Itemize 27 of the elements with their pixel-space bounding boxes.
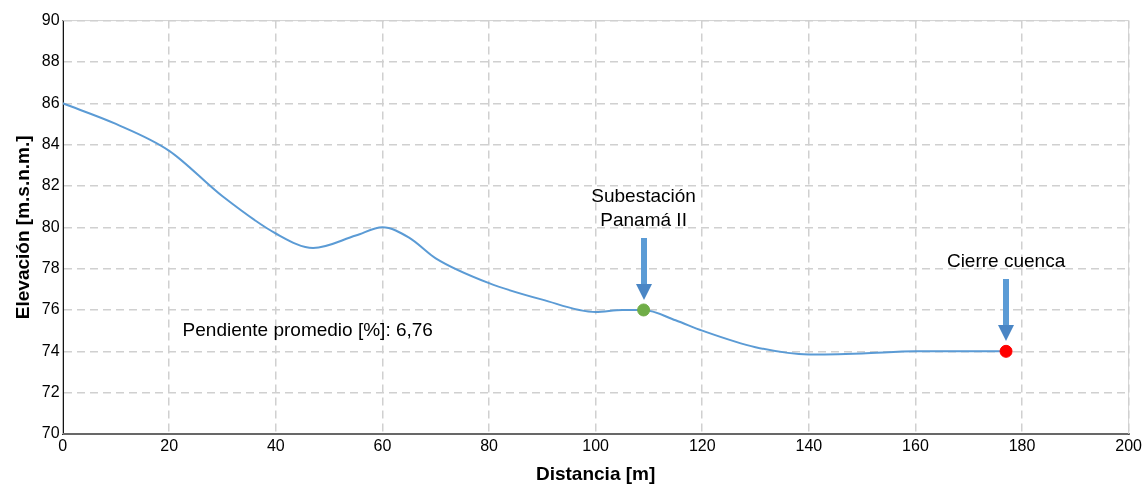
x-tick-label: 160: [902, 437, 929, 455]
x-tick-label: 0: [58, 437, 68, 455]
x-tick-label: 60: [373, 437, 392, 455]
annotation: Pendiente promedio [%]: 6,76: [182, 318, 433, 340]
y-tick-label: 74: [41, 341, 60, 359]
x-tick-label: 20: [160, 437, 179, 455]
y-tick-label: 84: [41, 135, 60, 153]
x-tick-label: 40: [266, 437, 285, 455]
x-tick-label: 180: [1008, 437, 1036, 455]
y-tick-label: 80: [41, 217, 60, 235]
y-tick-label: 76: [41, 300, 60, 318]
x-tick-label: 80: [480, 437, 499, 455]
annotation: Subestación Panamá II: [591, 184, 696, 230]
x-axis-title: Distancia [m]: [535, 462, 656, 484]
y-axis-title: Elevación [m.s.n.m.]: [11, 135, 33, 320]
y-tick-label: 86: [41, 93, 60, 111]
y-tick-label: 70: [41, 424, 60, 442]
y-tick-label: 88: [41, 52, 60, 70]
x-tick-label: 100: [582, 437, 610, 455]
x-tick-label: 140: [795, 437, 823, 455]
x-tick-label: 200: [1115, 437, 1143, 455]
y-tick-label: 72: [41, 383, 60, 401]
x-tick-label: 120: [688, 437, 716, 455]
y-tick-label: 78: [41, 259, 60, 277]
y-tick-label: 90: [41, 11, 60, 29]
annotation: Cierre cuenca: [946, 250, 1066, 272]
y-tick-label: 82: [41, 176, 60, 194]
